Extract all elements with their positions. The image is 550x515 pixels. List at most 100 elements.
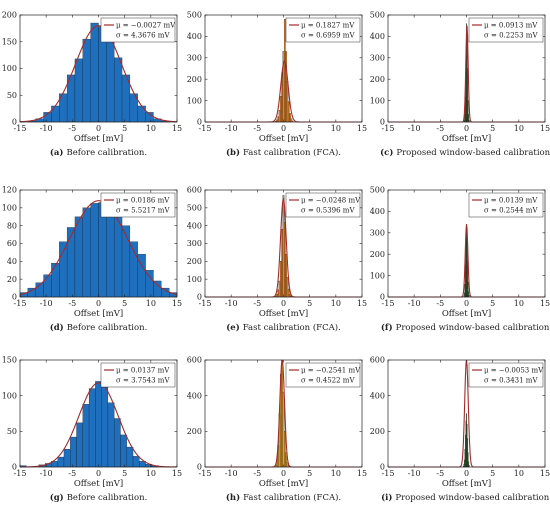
x-tick-label: -10 — [40, 299, 53, 308]
x-tick-label: 5 — [490, 124, 495, 133]
subplot-c: -15 -10 -5 0 5 10 15 0 100 200 300 400 500 Offset [mV… — [370, 11, 550, 158]
x-tick-label: 15 — [172, 299, 182, 308]
y-tick-label: 200 — [187, 427, 202, 436]
x-tick-label: 0 — [96, 299, 101, 308]
x-tick-label: 0 — [96, 469, 101, 478]
histogram-bar — [285, 254, 287, 298]
legend-sigma: σ = 0.4522 mV — [301, 377, 355, 385]
y-tick-label: 0 — [12, 118, 17, 127]
histogram-bar — [107, 402, 115, 468]
histogram-bar — [114, 418, 121, 468]
y-tick-label: 400 — [187, 221, 202, 230]
x-tick-label: -15 — [199, 469, 212, 478]
histogram-bar — [43, 274, 52, 298]
y-tick-label: 0 — [12, 463, 17, 472]
x-axis-label: Offset [mV] — [442, 479, 491, 489]
x-axis-label: Offset [mV] — [259, 479, 308, 489]
x-tick-label: -15 — [382, 469, 395, 478]
x-tick-label: 5 — [307, 469, 312, 478]
histogram-bar — [287, 101, 290, 123]
x-axis-label: Offset [mV] — [74, 134, 123, 144]
legend-sigma: σ = 0.2544 mV — [484, 207, 538, 215]
caption-label: (i) — [381, 492, 392, 503]
fit-curve — [19, 25, 178, 123]
histogram-bar — [280, 96, 282, 123]
histogram-bar — [282, 391, 285, 468]
x-tick-label: -5 — [253, 124, 261, 133]
histogram-bar — [278, 110, 281, 123]
y-tick-label: 300 — [370, 229, 385, 238]
legend-mu: μ = 0.0913 mV — [484, 22, 538, 30]
histogram-bar — [70, 436, 77, 468]
histogram-bar — [289, 113, 291, 123]
legend-sigma: σ = 0.5396 mV — [301, 207, 355, 215]
histogram-bar — [137, 105, 146, 123]
y-tick-label: 0 — [197, 463, 202, 472]
x-axis-label: Offset [mV] — [259, 134, 308, 144]
legend-mu: μ = −0.2541 mV — [301, 367, 361, 375]
histogram-bar — [286, 277, 289, 298]
caption-text: Proposed window-based calibration. — [396, 148, 550, 158]
y-tick-label: 300 — [187, 239, 202, 248]
caption-label: (h) — [226, 492, 240, 503]
caption-label: (c) — [380, 147, 393, 158]
subplot-caption: (a) Before calibration. — [50, 147, 147, 158]
histogram-bar — [153, 280, 162, 298]
legend-mu: μ = 0.1827 mV — [301, 22, 355, 30]
y-tick-label: 0 — [380, 293, 385, 302]
histogram-bar — [120, 434, 127, 468]
histogram-bar — [27, 287, 36, 298]
legend-mu: μ = 0.0139 mV — [484, 197, 538, 205]
x-tick-label: -15 — [382, 124, 395, 133]
subplot-caption: (c) Proposed window-based calibration. — [380, 147, 550, 158]
histogram-bar — [284, 431, 286, 468]
x-tick-label: 15 — [540, 469, 550, 478]
caption-text: Fast calibration (FCA). — [243, 492, 341, 503]
caption-text: Proposed window-based calibration. — [395, 493, 550, 503]
x-tick-label: -5 — [68, 299, 76, 308]
caption-text: Proposed window-based calibration. — [396, 323, 550, 333]
x-tick-label: -5 — [253, 469, 261, 478]
legend-box — [100, 192, 176, 218]
histogram-bar — [284, 19, 286, 123]
histogram-bar — [106, 207, 115, 298]
legend-box — [468, 17, 544, 43]
x-tick-label: -15 — [199, 124, 212, 133]
legend-sigma: σ = 0.2253 mV — [484, 32, 538, 40]
x-tick-label: 15 — [172, 124, 182, 133]
legend-mu: μ = −0.0248 mV — [301, 197, 361, 205]
subplot-caption: (b) Fast calibration (FCA). — [226, 147, 341, 158]
caption-label: (b) — [226, 147, 240, 158]
x-tick-label: 15 — [540, 124, 550, 133]
x-tick-label: 5 — [122, 469, 127, 478]
y-tick-label: 0 — [12, 293, 17, 302]
y-tick-label: 100 — [2, 64, 17, 73]
histogram-bar — [101, 386, 109, 468]
y-tick-label: 200 — [187, 257, 202, 266]
subplot-i: -15 -10 -5 0 5 10 15 0 200 400 600 Offset [mV] μ = −… — [370, 356, 550, 503]
histogram-bar — [95, 381, 102, 468]
x-tick-label: -15 — [199, 299, 212, 308]
legend-box — [285, 362, 361, 388]
y-tick-label: 20 — [7, 275, 17, 284]
legend-sigma: σ = 3.7543 mV — [116, 377, 170, 385]
x-tick-label: -10 — [408, 469, 421, 478]
legend-box — [100, 17, 176, 43]
y-tick-label: 200 — [2, 11, 17, 20]
histogram-bar — [126, 446, 134, 468]
y-tick-label: 150 — [2, 37, 17, 46]
subplot-e: -15 -10 -5 0 5 10 15 0 100 200 300 400 500 600 Offset … — [187, 186, 367, 333]
x-tick-label: 5 — [122, 299, 127, 308]
caption-text: Before calibration. — [66, 148, 147, 158]
x-tick-label: -15 — [14, 299, 27, 308]
histogram-bar — [82, 38, 91, 123]
y-tick-label: 100 — [370, 96, 385, 105]
x-tick-label: -5 — [436, 299, 444, 308]
x-tick-label: 10 — [146, 469, 156, 478]
subplot-caption: (g) Before calibration. — [50, 492, 148, 503]
histogram-bar — [74, 216, 83, 298]
x-tick-label: 5 — [122, 124, 127, 133]
